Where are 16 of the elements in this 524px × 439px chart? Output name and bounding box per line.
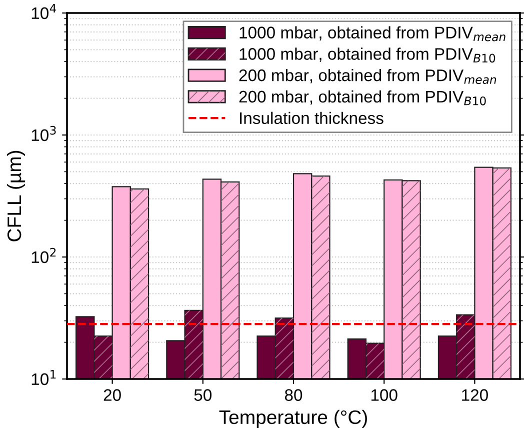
x-axis-title: Temperature (°C) [219,410,367,428]
y-tick-label: 10$^{3}$ [32,126,56,142]
y-tick-label: 10$^{4}$ [32,4,56,20]
x-tick-label: 50 [194,389,212,401]
legend-label: 200 mbar, obtained from PDIV$_{mean}$ [239,68,496,84]
x-tick-label: 20 [104,389,121,401]
legend-label: 1000 mbar, obtained from PDIV$_{mean}$ [240,26,506,42]
x-tick-label: 100 [371,389,398,401]
y-tick-label: 10$^{2}$ [32,248,56,264]
legend-label: 1000 mbar, obtained from PDIV$_{B10}$ [240,48,496,63]
y-axis-title: CFLL (µm) [6,150,26,242]
y-tick-label: 10$^{1}$ [32,370,56,386]
legend-label: 200 mbar, obtained from PDIV$_{B10}$ [239,90,486,106]
x-tick-label: 120 [462,389,488,401]
legend-label: Insulation thickness [240,112,384,124]
x-tick-label: 80 [284,389,302,401]
